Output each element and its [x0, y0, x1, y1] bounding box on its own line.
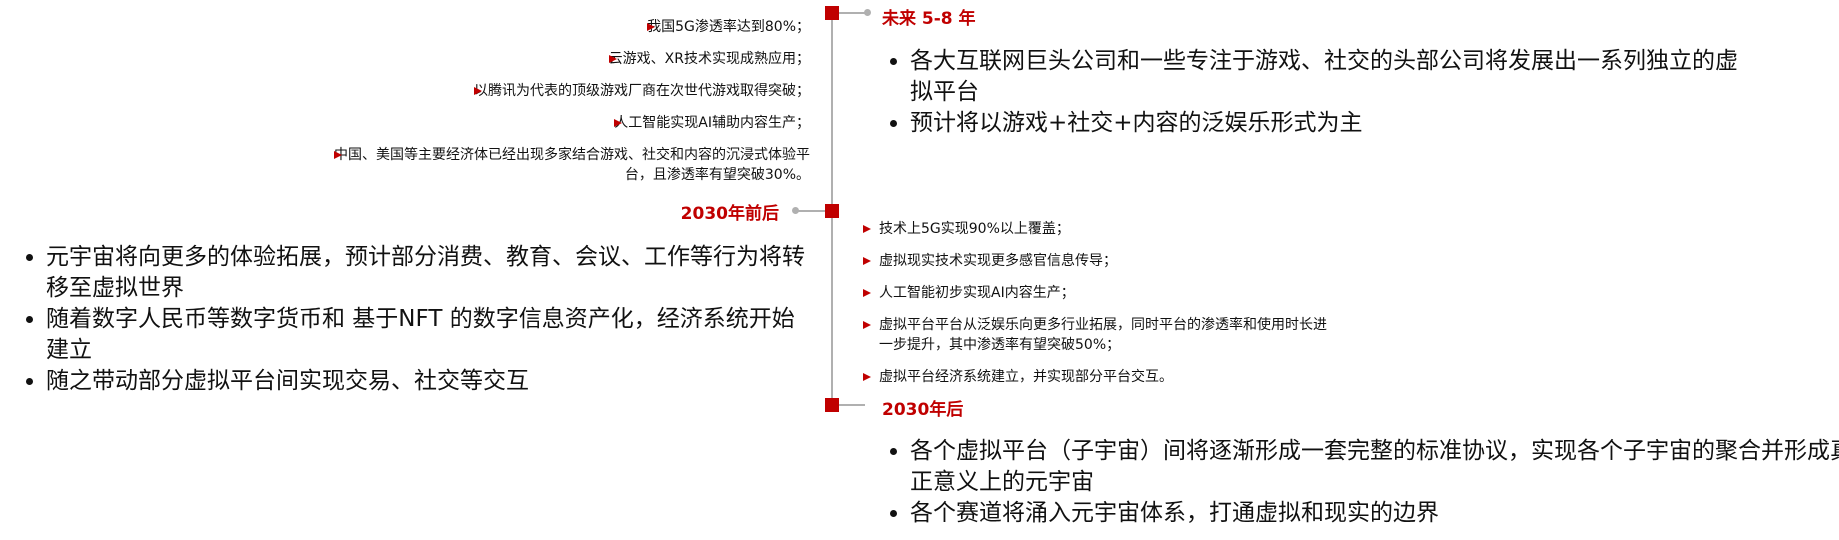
summary-list: 各个虚拟平台（子宇宙）间将逐渐形成一套完整的标准协议，实现各个子宇宙的聚合并形成… — [880, 436, 1839, 529]
stage-label: 2030年后 — [882, 400, 964, 420]
point: 人工智能初步实现AI内容生产； — [863, 283, 1333, 303]
connector — [839, 12, 865, 14]
point-list: 我国5G渗透率达到80%； 云游戏、XR技术实现成熟应用； 以腾讯为代表的顶级游… — [330, 17, 810, 197]
point: 虚拟现实技术实现更多感官信息传导； — [863, 251, 1333, 271]
summary-list: 各大互联网巨头公司和一些专注于游戏、社交的头部公司将发展出一系列独立的虚拟平台 … — [880, 46, 1740, 139]
connector-dot — [792, 207, 799, 214]
summary-item: 随着数字人民币等数字货币和 基于NFT 的数字信息资产化，经济系统开始建立 — [46, 304, 816, 366]
point: 我国5G渗透率达到80%； — [330, 17, 810, 37]
stage-label: 未来 5-8 年 — [882, 9, 976, 29]
point: 人工智能实现AI辅助内容生产； — [330, 113, 810, 133]
summary-item: 各个赛道将涌入元宇宙体系，打通虚拟和现实的边界 — [910, 498, 1839, 529]
summary-item: 各个虚拟平台（子宇宙）间将逐渐形成一套完整的标准协议，实现各个子宇宙的聚合并形成… — [910, 436, 1839, 498]
timeline-node — [825, 6, 839, 20]
summary-item: 随之带动部分虚拟平台间实现交易、社交等交互 — [46, 366, 816, 397]
point: 中国、美国等主要经济体已经出现多家结合游戏、社交和内容的沉浸式体验平台，且渗透率… — [330, 145, 810, 185]
stage-label: 2030年前后 — [680, 204, 779, 224]
point: 以腾讯为代表的顶级游戏厂商在次世代游戏取得突破； — [330, 81, 810, 101]
timeline-node — [825, 204, 839, 218]
point: 云游戏、XR技术实现成熟应用； — [330, 49, 810, 69]
timeline-node — [825, 398, 839, 412]
point: 虚拟平台经济系统建立，并实现部分平台交互。 — [863, 367, 1333, 387]
connector — [797, 210, 825, 212]
point: 技术上5G实现90%以上覆盖； — [863, 219, 1333, 239]
summary-list: 元宇宙将向更多的体验拓展，预计部分消费、教育、会议、工作等行为将转移至虚拟世界 … — [16, 242, 816, 397]
summary-item: 元宇宙将向更多的体验拓展，预计部分消费、教育、会议、工作等行为将转移至虚拟世界 — [46, 242, 816, 304]
point: 虚拟平台平台从泛娱乐向更多行业拓展，同时平台的渗透率和使用时长进一步提升，其中渗… — [863, 315, 1333, 355]
connector — [839, 404, 865, 406]
point-list: 技术上5G实现90%以上覆盖； 虚拟现实技术实现更多感官信息传导； 人工智能初步… — [863, 219, 1333, 399]
connector-dot — [864, 9, 871, 16]
summary-item: 各大互联网巨头公司和一些专注于游戏、社交的头部公司将发展出一系列独立的虚拟平台 — [910, 46, 1740, 108]
summary-item: 预计将以游戏+社交+内容的泛娱乐形式为主 — [910, 108, 1740, 139]
